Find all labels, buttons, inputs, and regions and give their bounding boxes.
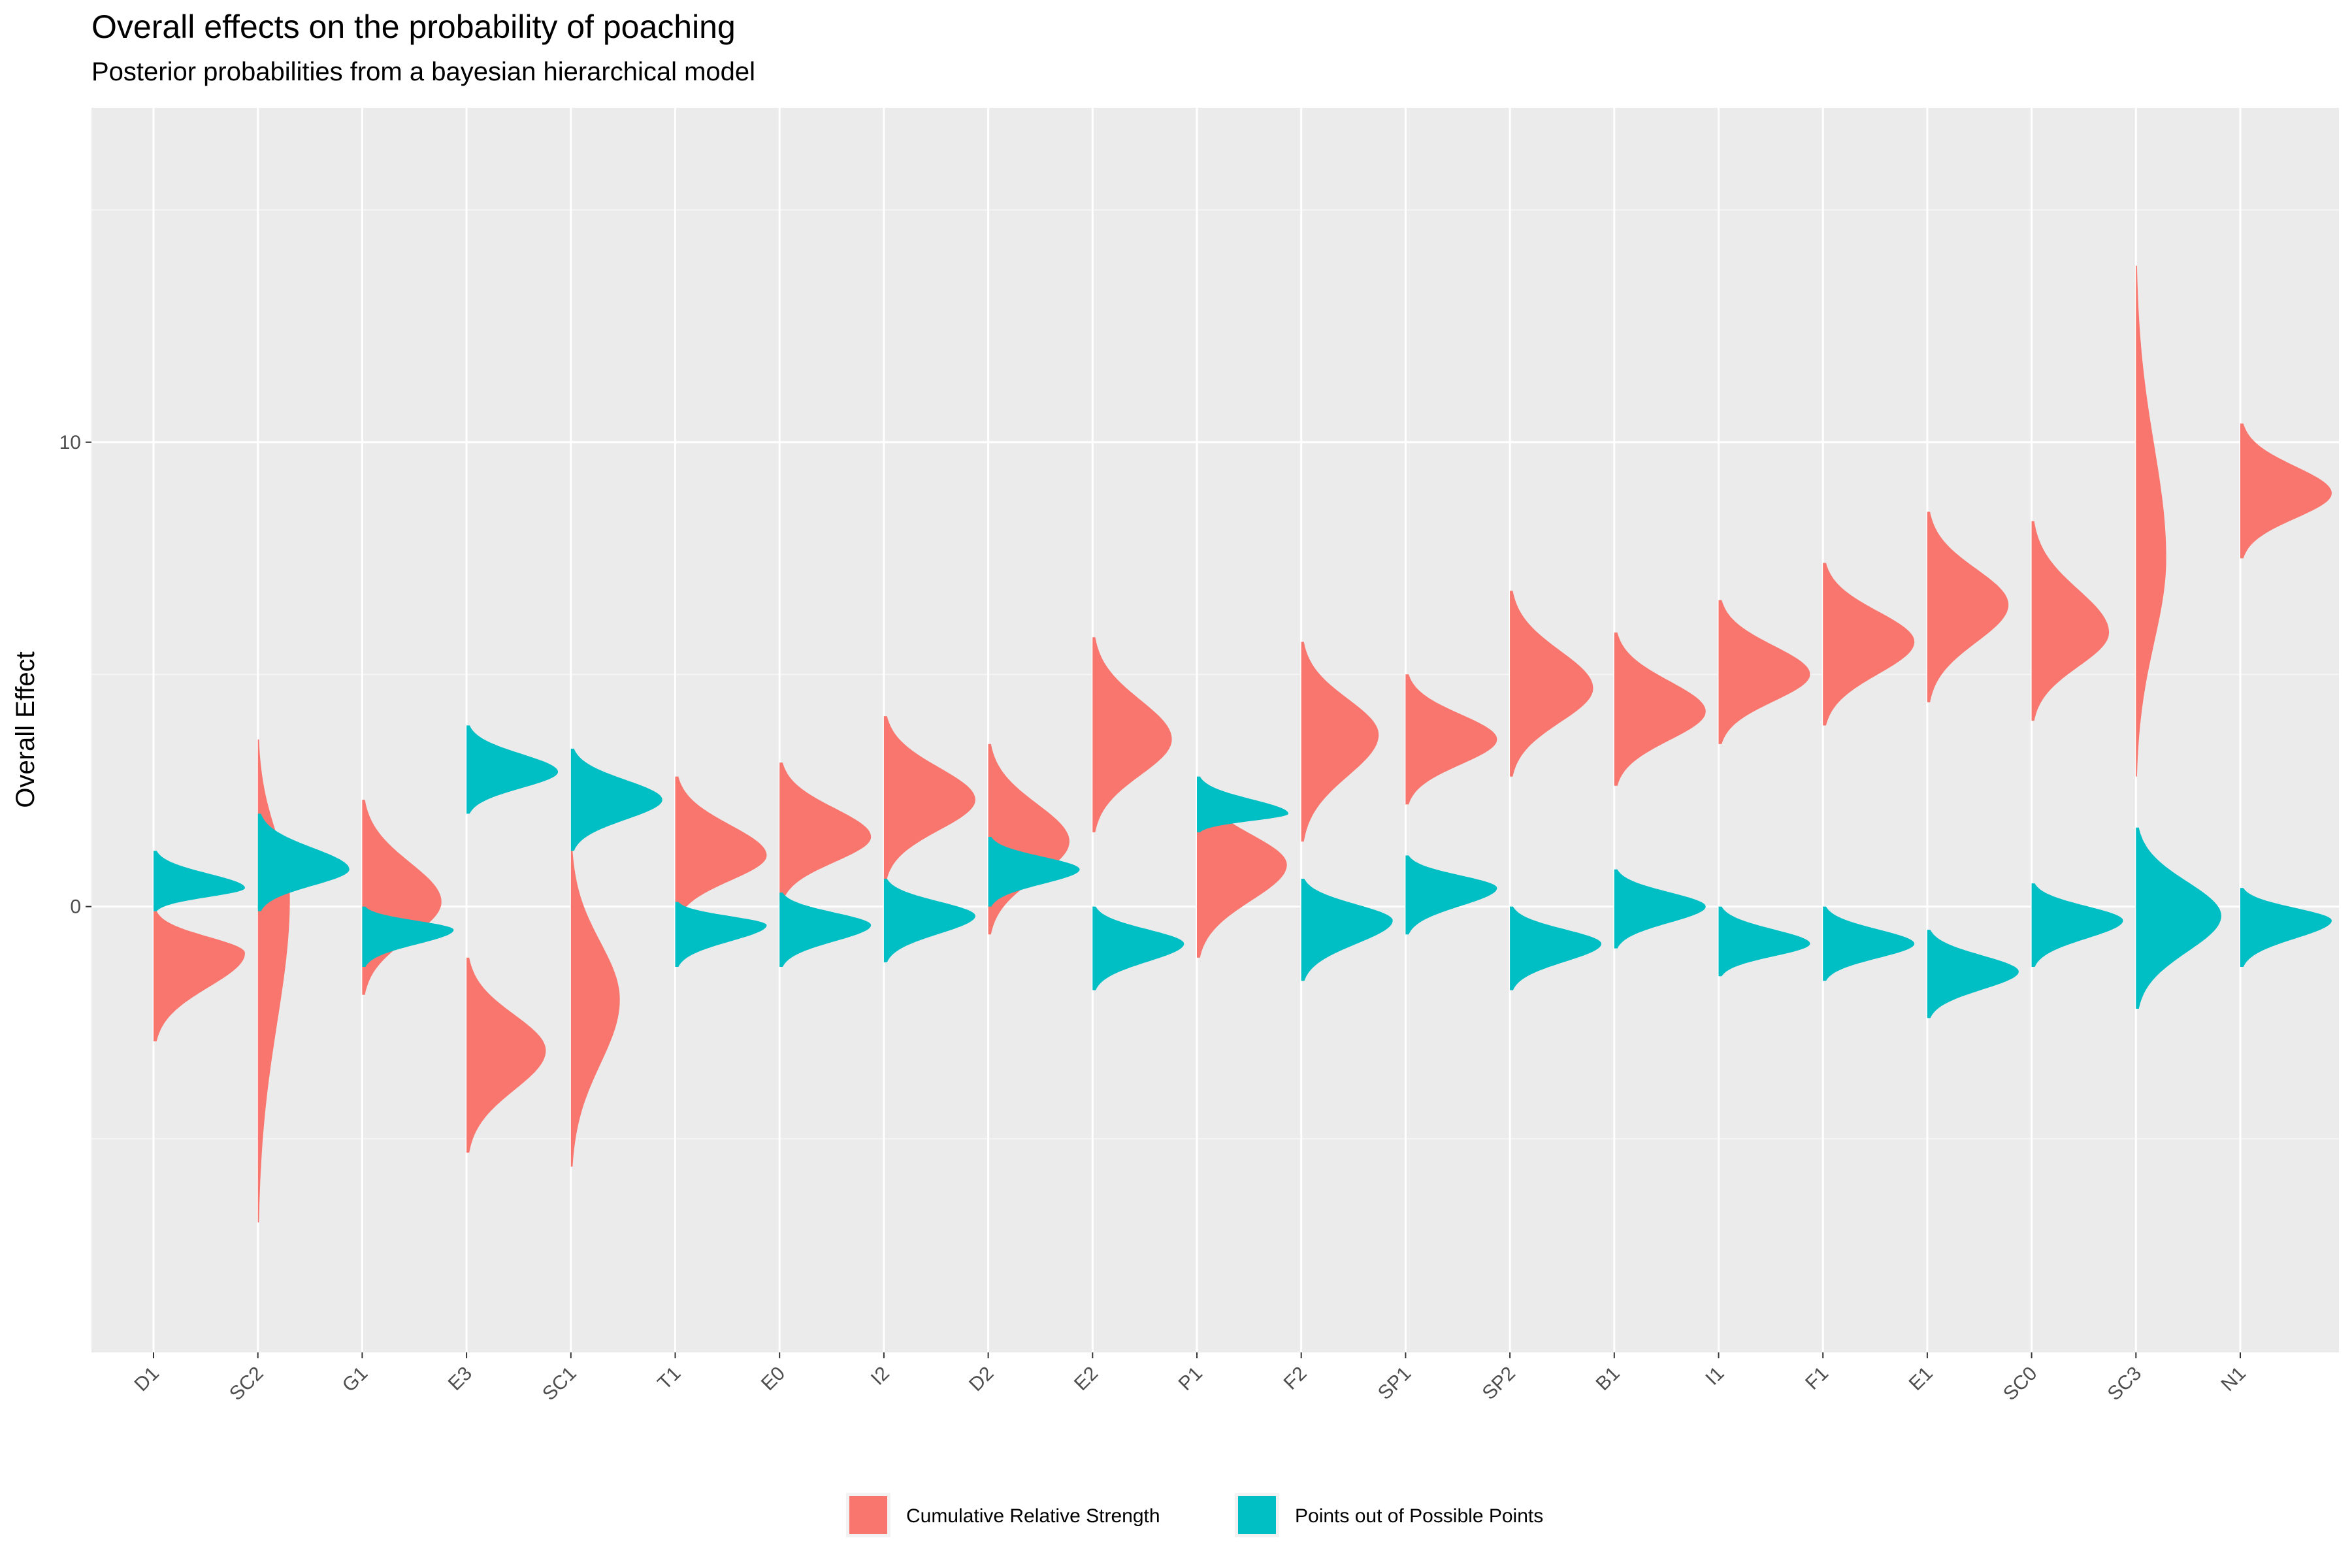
violin-F2-cumulative-relative-strength bbox=[1301, 642, 1379, 842]
violin-D2-points-out-of-possible-points bbox=[988, 836, 1080, 907]
violin-T1-cumulative-relative-strength bbox=[675, 776, 767, 921]
legend-label: Points out of Possible Points bbox=[1295, 1505, 1543, 1527]
violins bbox=[154, 265, 2332, 1222]
violin-T1-points-out-of-possible-points bbox=[675, 902, 767, 968]
y-axis-title: Overall Effect bbox=[11, 651, 40, 808]
x-tick-label: SP2 bbox=[1478, 1363, 1520, 1404]
x-tick-label: P1 bbox=[1175, 1363, 1207, 1395]
violin-N1-cumulative-relative-strength bbox=[2240, 423, 2332, 559]
x-tick-label: E1 bbox=[1905, 1363, 1937, 1395]
x-tick-label: SC3 bbox=[2104, 1363, 2146, 1405]
violin-E3-cumulative-relative-strength bbox=[466, 957, 546, 1153]
legend-label: Cumulative Relative Strength bbox=[906, 1505, 1160, 1527]
legend-key-points-out-of-possible-points bbox=[1238, 1496, 1276, 1534]
x-tick-label: D1 bbox=[130, 1363, 163, 1396]
violin-I1-cumulative-relative-strength bbox=[1718, 600, 1810, 744]
violin-I2-cumulative-relative-strength bbox=[883, 716, 975, 879]
chart-title: Overall effects on the probability of po… bbox=[91, 8, 736, 45]
violin-SC3-points-out-of-possible-points bbox=[2136, 827, 2221, 1009]
violin-E1-cumulative-relative-strength bbox=[1927, 512, 2009, 702]
violin-SP2-points-out-of-possible-points bbox=[1510, 906, 1602, 990]
violin-SC1-cumulative-relative-strength bbox=[570, 851, 620, 1167]
violin-SP1-cumulative-relative-strength bbox=[1405, 674, 1497, 805]
violin-F1-cumulative-relative-strength bbox=[1823, 563, 1915, 726]
x-tick-label: T1 bbox=[653, 1363, 685, 1394]
legend: Cumulative Relative Strength Points out o… bbox=[846, 1493, 1543, 1537]
x-tick-label: SC2 bbox=[225, 1363, 268, 1405]
violin-B1-points-out-of-possible-points bbox=[1614, 869, 1706, 949]
violin-I1-points-out-of-possible-points bbox=[1718, 906, 1810, 977]
violin-SP1-points-out-of-possible-points bbox=[1405, 855, 1497, 935]
violin-E0-cumulative-relative-strength bbox=[779, 762, 872, 902]
violin-E2-points-out-of-possible-points bbox=[1092, 906, 1184, 990]
violin-D1-cumulative-relative-strength bbox=[154, 911, 245, 1041]
violin-P1-cumulative-relative-strength bbox=[1197, 785, 1287, 958]
chart-subtitle: Posterior probabilities from a bayesian … bbox=[91, 57, 756, 86]
violin-I2-points-out-of-possible-points bbox=[883, 878, 975, 962]
x-tick-label: D2 bbox=[965, 1363, 998, 1396]
violin-F2-points-out-of-possible-points bbox=[1301, 878, 1393, 981]
x-tick-label: E2 bbox=[1070, 1363, 1102, 1395]
y-tick-label: 0 bbox=[70, 896, 81, 918]
violin-G1-points-out-of-possible-points bbox=[362, 906, 454, 968]
x-tick-label: I2 bbox=[867, 1363, 894, 1390]
violin-F1-points-out-of-possible-points bbox=[1823, 906, 1915, 981]
x-tick-label: I1 bbox=[1701, 1363, 1728, 1390]
x-tick-label: B1 bbox=[1592, 1363, 1624, 1395]
legend-key-cumulative-relative-strength bbox=[849, 1496, 887, 1534]
violin-P1-points-out-of-possible-points bbox=[1197, 776, 1288, 832]
x-tick-label: E3 bbox=[444, 1363, 476, 1395]
violin-D1-points-out-of-possible-points bbox=[154, 851, 245, 911]
violin-SC2-points-out-of-possible-points bbox=[257, 813, 350, 911]
violin-SC3-cumulative-relative-strength bbox=[2136, 265, 2166, 777]
violin-E1-points-out-of-possible-points bbox=[1927, 930, 2019, 1019]
violin-SC1-points-out-of-possible-points bbox=[570, 748, 662, 851]
x-tick-label: E0 bbox=[757, 1363, 789, 1395]
x-axis: D1 SC2 G1 E3 SC1 T1 E0 I2 D2 E2 P1 F2 SP1 SP2 B1 I1 F1 E1… bbox=[130, 1352, 2250, 1405]
violin-SC0-points-out-of-possible-points bbox=[2031, 883, 2123, 968]
violin-SP2-cumulative-relative-strength bbox=[1510, 591, 1593, 777]
plot-panel bbox=[91, 108, 2339, 1352]
violin-E2-cumulative-relative-strength bbox=[1092, 637, 1172, 832]
x-tick-label: SP1 bbox=[1374, 1363, 1415, 1404]
violin-E3-points-out-of-possible-points bbox=[466, 725, 559, 814]
x-tick-label: G1 bbox=[338, 1363, 372, 1397]
x-tick-label: SC1 bbox=[538, 1363, 581, 1405]
y-axis: 0 10 bbox=[59, 432, 91, 918]
x-tick-label: SC0 bbox=[1999, 1363, 2042, 1405]
x-tick-label: F2 bbox=[1280, 1363, 1311, 1394]
violin-SC0-cumulative-relative-strength bbox=[2031, 521, 2110, 721]
x-tick-label: N1 bbox=[2217, 1363, 2249, 1396]
violin-N1-points-out-of-possible-points bbox=[2240, 888, 2332, 968]
violin-B1-cumulative-relative-strength bbox=[1614, 632, 1706, 786]
x-tick-label: F1 bbox=[1801, 1363, 1833, 1394]
violin-E0-points-out-of-possible-points bbox=[779, 892, 872, 968]
y-tick-label: 10 bbox=[59, 432, 81, 453]
